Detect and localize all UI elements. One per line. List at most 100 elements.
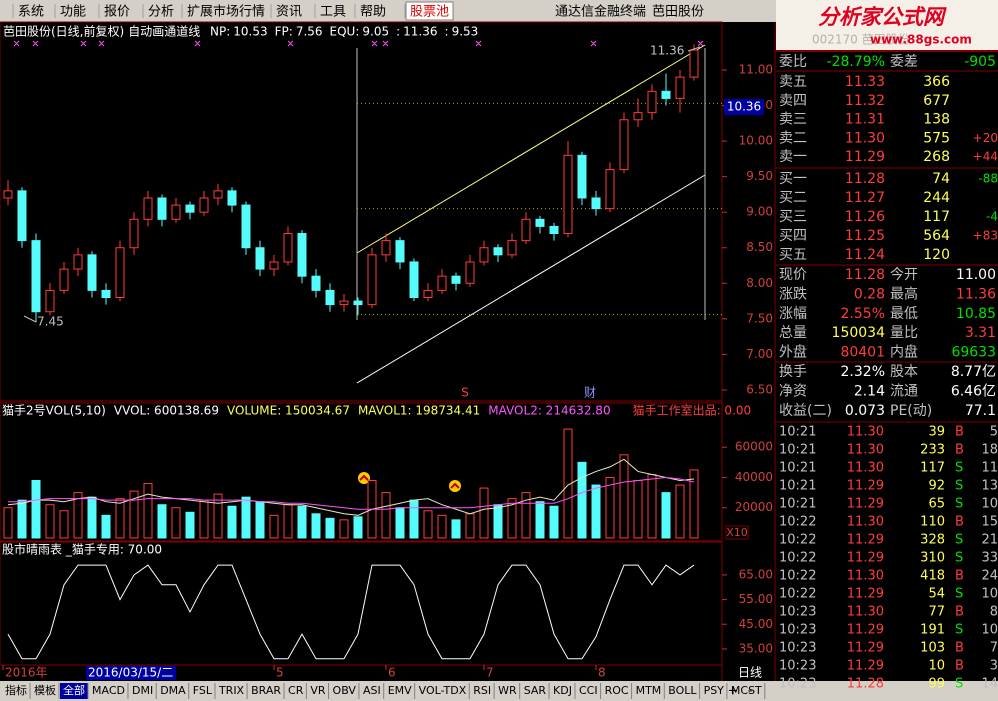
trade-volume: 92 — [928, 479, 945, 494]
trade-side: S — [955, 677, 963, 692]
tab[interactable]: MACD — [92, 684, 125, 697]
volume-bar — [31, 480, 41, 539]
tab-button[interactable]: + — [728, 684, 739, 699]
stat-value: 2.14 — [854, 383, 885, 399]
stat-label: 流通 — [890, 383, 918, 399]
tab[interactable]: 指标 — [5, 683, 27, 697]
unit-box — [725, 525, 749, 540]
tab[interactable]: KDJ — [553, 684, 572, 697]
chart-title: 芭田股份(日线,前复权) — [3, 24, 124, 39]
volume-bar — [493, 504, 503, 539]
tab[interactable]: ASI — [363, 684, 381, 697]
y-tick-label: 11.00 — [739, 62, 773, 76]
volume-bar — [45, 504, 55, 539]
candle-body — [339, 300, 349, 306]
candle-body — [577, 154, 587, 199]
level-value: 10.53 — [233, 25, 267, 39]
tab[interactable]: WR — [498, 684, 517, 697]
candle-body — [381, 240, 391, 256]
menu-item[interactable]: 扩展市场行情 — [187, 4, 265, 20]
y-tick-label: 35.00 — [739, 641, 773, 655]
trade-side: S — [955, 587, 963, 602]
volume-bar — [577, 461, 587, 539]
tab[interactable]: TRIX — [218, 684, 245, 697]
volume-readout: MAVOL2: 214632.80 — [488, 404, 610, 418]
tab[interactable]: RSI — [473, 684, 491, 697]
menu-item[interactable]: 通达信金融终端 — [555, 4, 646, 20]
trade-count: 8 — [990, 605, 998, 620]
tab[interactable]: BRAR — [251, 684, 281, 697]
tab[interactable]: EMV — [388, 684, 412, 697]
volume-bar — [185, 511, 195, 539]
tab[interactable]: VR — [310, 684, 326, 697]
stat-label: 涨幅 — [779, 306, 807, 322]
indicator-line — [7, 564, 695, 660]
stat-value: 0.073 — [845, 403, 885, 419]
candle-body — [17, 190, 27, 242]
menu-item[interactable]: 报价 — [104, 5, 130, 20]
menu-item[interactable]: 分析 — [148, 5, 174, 20]
candle-body — [423, 289, 433, 299]
trade-count: 21 — [981, 533, 998, 548]
tab[interactable]: FSL — [193, 684, 213, 697]
order-change: -4 — [986, 210, 998, 224]
x-tick-label: 8 — [598, 666, 606, 680]
menu-item[interactable]: 系统 — [18, 5, 44, 20]
trade-price: 11.30 — [847, 569, 884, 584]
menu-item[interactable]: 帮助 — [360, 5, 386, 20]
logo-title: 分析家公式网 — [818, 5, 947, 29]
menu-item[interactable]: 资讯 — [276, 5, 302, 20]
order-label: 卖三 — [779, 112, 807, 128]
candle-body — [115, 247, 125, 299]
trade-side: B — [955, 641, 964, 656]
candle-body — [59, 268, 69, 291]
tab[interactable]: SAR — [524, 684, 547, 697]
volume-signals — [358, 472, 461, 492]
x-tick-label: 6 — [388, 666, 396, 680]
volume-bar — [227, 505, 237, 539]
menu-bar — [0, 0, 998, 22]
trade-count: 15 — [981, 515, 998, 530]
tab[interactable]: CCI — [579, 684, 598, 697]
trade-price: 11.29 — [847, 587, 884, 602]
trade-time: 10:23 — [779, 623, 816, 638]
tab[interactable]: ROC — [605, 684, 629, 697]
stat-value: 11.28 — [845, 267, 885, 283]
tab[interactable]: VOL-TDX — [419, 684, 467, 697]
tab[interactable]: 全部 — [63, 683, 85, 697]
candle-body — [143, 197, 153, 220]
menu-item[interactable]: 股票池 — [410, 5, 449, 20]
volume-bar — [115, 498, 125, 539]
trade-time: 10:23 — [779, 641, 816, 656]
tab[interactable]: OBV — [333, 684, 357, 697]
cursor-price-box — [724, 99, 764, 115]
menu-item[interactable]: 功能 — [60, 5, 86, 20]
menu-active — [405, 1, 454, 21]
tab[interactable]: CR — [288, 684, 304, 697]
stat-label: 收益(二) — [779, 403, 832, 419]
tab-button[interactable]: - — [748, 684, 753, 699]
indicator-title: 股市晴雨表 _猫手专用: 70.00 — [2, 542, 162, 557]
tab[interactable]: 模板 — [34, 683, 56, 697]
trade-volume: 10 — [928, 659, 945, 674]
volume-bar — [521, 492, 531, 539]
menu-item[interactable]: 芭田股份 — [652, 5, 704, 20]
candle-body — [269, 261, 279, 270]
tab[interactable]: DMI — [132, 684, 153, 697]
candle-body — [157, 197, 167, 220]
tab[interactable]: MTM — [636, 684, 662, 697]
trade-side: S — [955, 479, 963, 494]
menu-item[interactable]: 工具 — [320, 5, 346, 20]
tab[interactable]: BOLL — [668, 684, 697, 697]
volume-bar — [423, 510, 433, 539]
level-label: FP: — [275, 25, 293, 39]
tab[interactable]: PSY — [704, 684, 725, 697]
tab[interactable]: DMA — [160, 684, 186, 697]
trade-price: 11.29 — [847, 479, 884, 494]
stat-value: 8.77亿 — [951, 364, 996, 380]
unit-label: X10 — [726, 526, 748, 539]
y-tick-label: 55.00 — [739, 592, 773, 606]
tab[interactable]: MCST — [731, 684, 762, 697]
order-price: 11.26 — [845, 209, 885, 225]
